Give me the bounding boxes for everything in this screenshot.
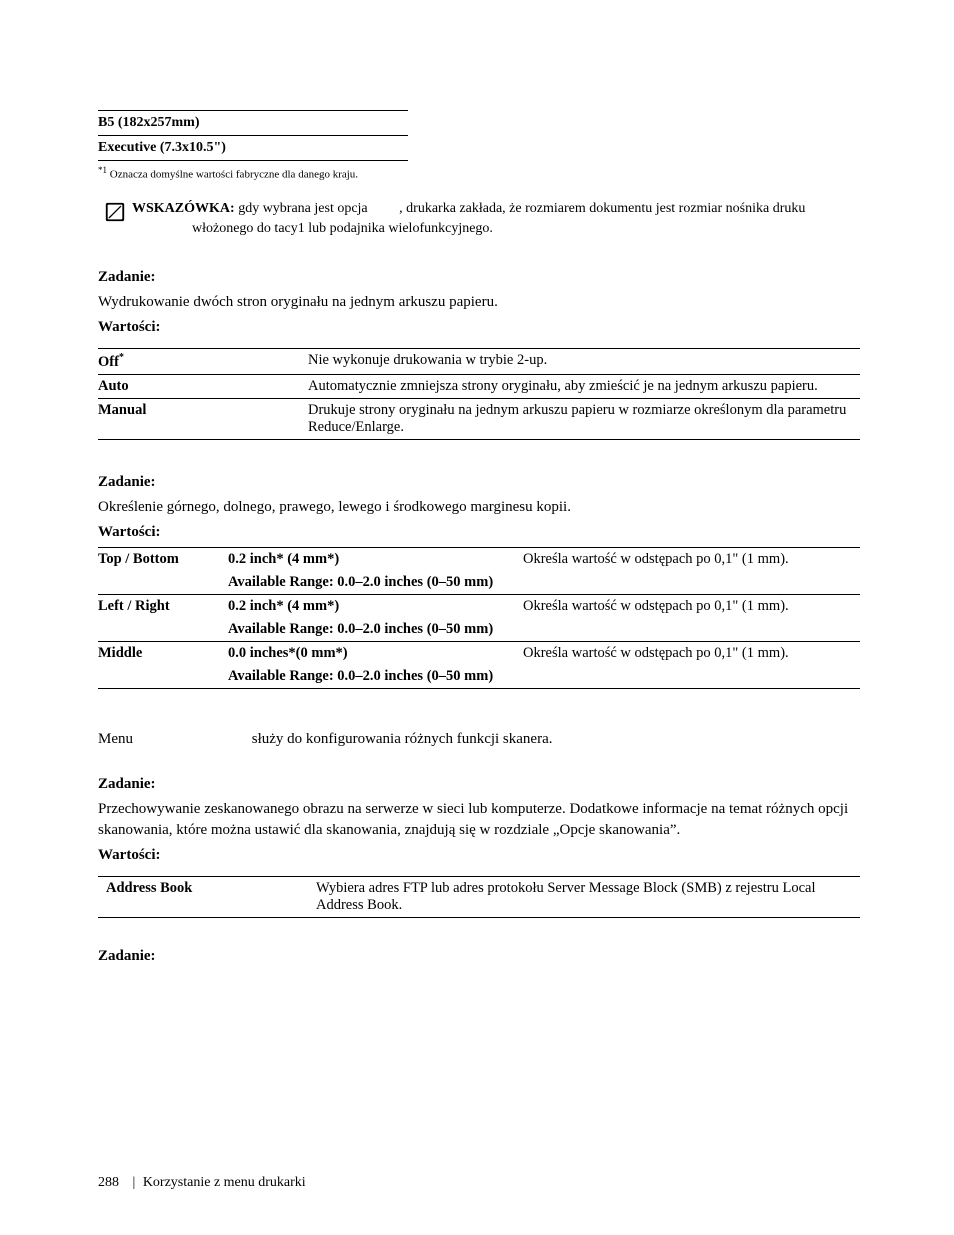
table-cell: Określa wartość w odstępach po 0,1" (1 m… <box>523 595 860 619</box>
table-row: B5 (182x257mm) <box>98 111 408 136</box>
section-heading: Zadanie: <box>98 269 860 286</box>
note-line2: włożonego do tacy1 lub podajnika wielofu… <box>192 219 805 239</box>
table-cell: Available Range: 0.0–2.0 inches (0–50 mm… <box>228 618 523 642</box>
table-cell: Nie wykonuje drukowania w trybie 2-up. <box>308 349 860 375</box>
note-text: WSKAZÓWKA: gdy wybrana jest opcja , druk… <box>132 199 805 240</box>
table-row: Address Book <box>98 877 316 918</box>
document-page: B5 (182x257mm) Executive (7.3x10.5") *1 … <box>0 0 954 1235</box>
page-number: 288 <box>98 1175 119 1191</box>
values-label: Wartości: <box>98 319 860 336</box>
page-footer: 288 | Korzystanie z menu drukarki <box>98 1175 306 1191</box>
footnote-marker: *1 <box>98 165 107 175</box>
table-cell: Available Range: 0.0–2.0 inches (0–50 mm… <box>228 665 523 689</box>
table-cell: 0.0 inches*(0 mm*) <box>228 642 523 666</box>
scan-intro: Menu służy do konfigurowania różnych fun… <box>98 731 860 748</box>
table-row: Manual <box>98 399 308 440</box>
scan-intro-text: służy do konfigurowania różnych funkcji … <box>252 731 553 747</box>
table-cell: 0.2 inch* (4 mm*) <box>228 595 523 619</box>
footnote: *1 Oznacza domyślne wartości fabryczne d… <box>98 165 860 181</box>
values-table-2: Top / Bottom 0.2 inch* (4 mm*) Określa w… <box>98 547 860 689</box>
section-body: Przechowywanie zeskanowanego obrazu na s… <box>98 799 860 841</box>
section-body: Wydrukowanie dwóch stron oryginału na je… <box>98 292 860 313</box>
note-icon <box>104 201 126 223</box>
table-cell: Wybiera adres FTP lub adres protokołu Se… <box>316 877 860 918</box>
note-line1b: , drukarka zakłada, że rozmiarem dokumen… <box>399 201 805 216</box>
menu-label: Menu <box>98 731 248 748</box>
footer-separator: | <box>133 1175 136 1190</box>
table-row: Auto <box>98 375 308 399</box>
table-row: Off* <box>98 349 308 375</box>
table-cell: Określa wartość w odstępach po 0,1" (1 m… <box>523 642 860 666</box>
section-heading: Zadanie: <box>98 474 860 491</box>
values-table-1: Off* Nie wykonuje drukowania w trybie 2-… <box>98 348 860 440</box>
note-line1a: gdy wybrana jest opcja <box>238 201 367 216</box>
note-block: WSKAZÓWKA: gdy wybrana jest opcja , druk… <box>104 199 860 240</box>
table-row: Top / Bottom <box>98 548 228 572</box>
section-body: Określenie górnego, dolnego, prawego, le… <box>98 497 860 518</box>
values-label: Wartości: <box>98 524 860 541</box>
table-cell: Automatycznie zmniejsza strony oryginału… <box>308 375 860 399</box>
table-cell: Określa wartość w odstępach po 0,1" (1 m… <box>523 548 860 572</box>
values-table-3: Address Book Wybiera adres FTP lub adres… <box>98 876 860 918</box>
table-cell: Available Range: 0.0–2.0 inches (0–50 mm… <box>228 571 523 595</box>
table-row: Left / Right <box>98 595 228 619</box>
table-cell: 0.2 inch* (4 mm*) <box>228 548 523 572</box>
table-row: Executive (7.3x10.5") <box>98 136 408 161</box>
note-label: WSKAZÓWKA: <box>132 201 235 216</box>
footer-title: Korzystanie z menu drukarki <box>143 1175 306 1190</box>
table-cell: Drukuje strony oryginału na jednym arkus… <box>308 399 860 440</box>
table-row: Middle <box>98 642 228 666</box>
footnote-text: Oznacza domyślne wartości fabryczne dla … <box>110 169 358 181</box>
paper-sizes-table: B5 (182x257mm) Executive (7.3x10.5") <box>98 110 408 161</box>
values-label: Wartości: <box>98 847 860 864</box>
section-heading: Zadanie: <box>98 776 860 793</box>
section-heading: Zadanie: <box>98 948 860 965</box>
